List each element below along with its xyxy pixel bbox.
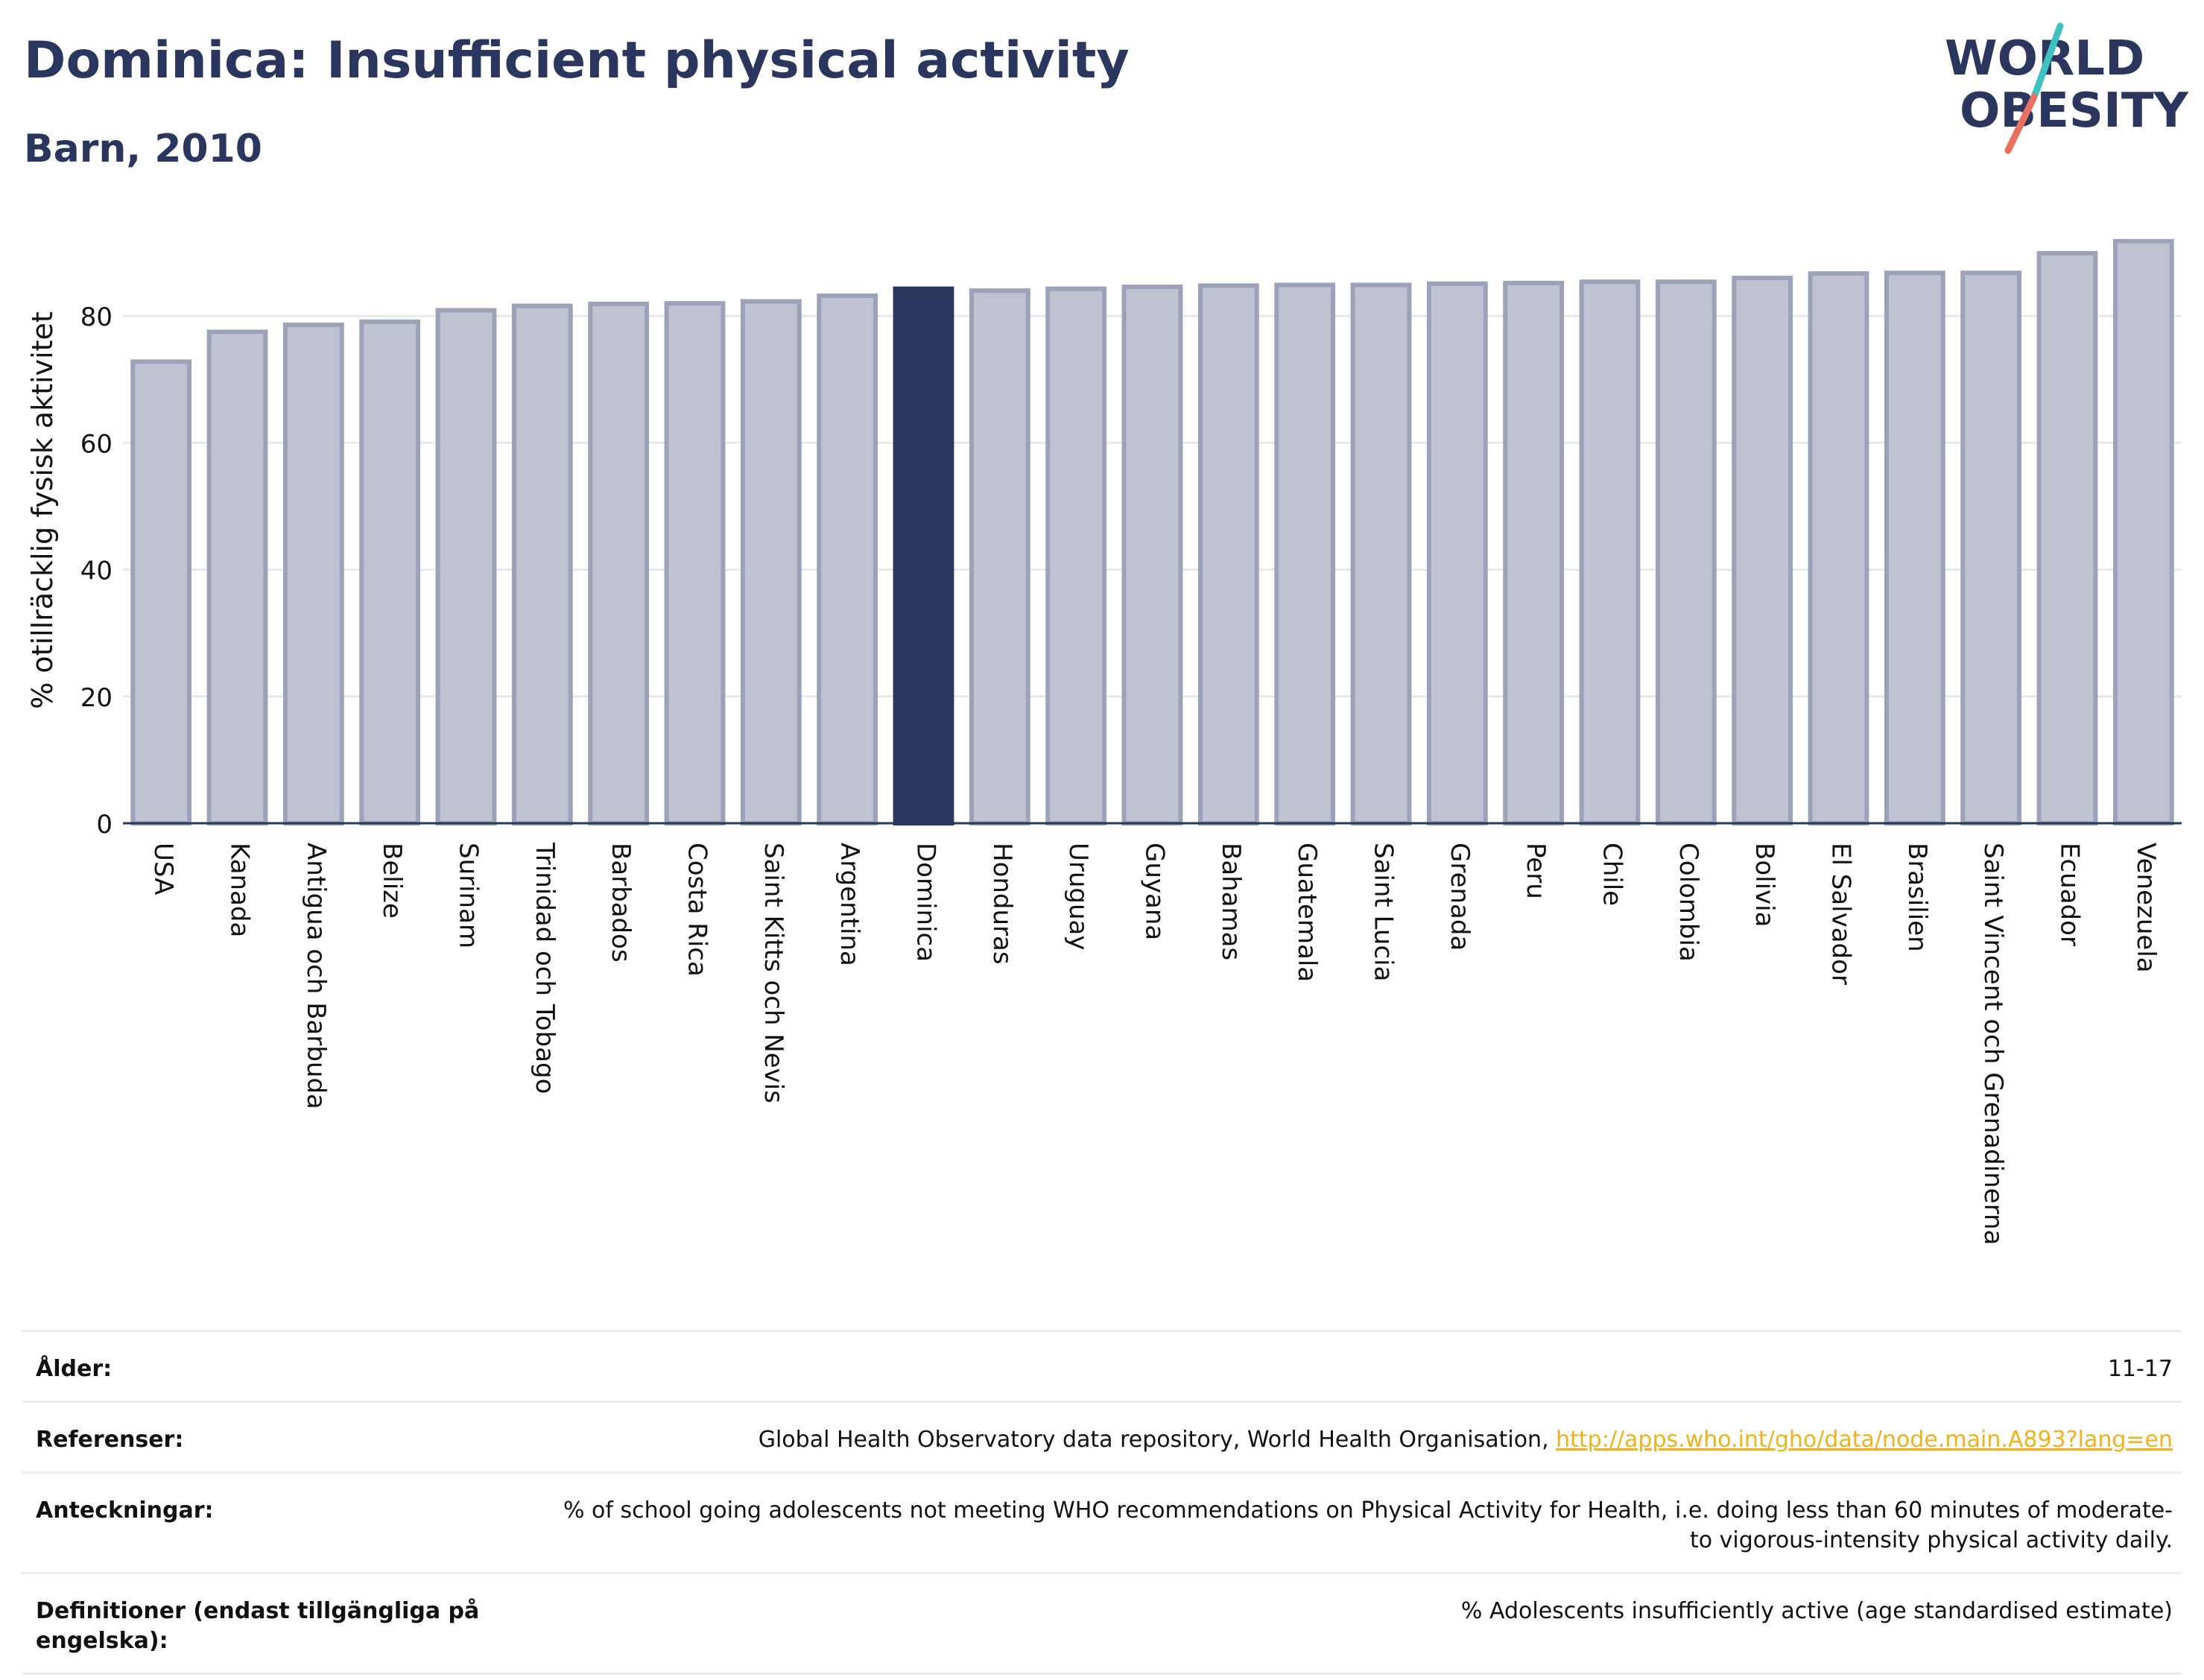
- bar: [2112, 238, 2174, 825]
- bar: [664, 301, 726, 826]
- y-tick-label: 60: [80, 429, 113, 459]
- x-tick-label: Belize: [377, 843, 407, 919]
- x-tick-label: Bahamas: [1216, 843, 1246, 960]
- bar: [1884, 270, 1945, 825]
- x-tick-label: Barbados: [606, 843, 636, 963]
- metadata-table: Ålder: 11-17 Referenser: Global Health Obse…: [22, 1330, 2182, 1675]
- bar: [1274, 282, 1336, 825]
- x-tick-label: Dominica: [911, 843, 941, 962]
- x-tick-label: Surinam: [454, 843, 484, 948]
- bar: [1960, 270, 2022, 825]
- bar: [740, 299, 802, 825]
- bar: [1655, 279, 1717, 826]
- x-tick-label: Costa Rica: [683, 843, 712, 977]
- bar: [435, 308, 497, 826]
- bar: [1579, 279, 1641, 826]
- x-tick-label: Saint Kitts och Nevis: [759, 843, 788, 1103]
- bar: [817, 293, 878, 825]
- x-tick-label: Honduras: [987, 843, 1017, 965]
- bar: [511, 303, 573, 825]
- x-tick-label: Kanada: [225, 843, 255, 937]
- metadata-row: Anteckningar: % of school going adolescen…: [22, 1471, 2182, 1574]
- metadata-value: Global Health Observatory data repositor…: [529, 1401, 2182, 1474]
- metadata-row: Referenser: Global Health Observatory dat…: [22, 1401, 2182, 1474]
- bar: [1350, 282, 1412, 825]
- y-tick-label: 40: [80, 557, 113, 586]
- x-tick-label: Brasilien: [1902, 843, 1932, 952]
- bar: [282, 323, 344, 825]
- bar: [969, 288, 1030, 825]
- x-tick-label: Trinidad och Tobago: [530, 842, 560, 1094]
- chart-subtitle: Barn, 2010: [24, 127, 262, 171]
- x-tick-label: Peru: [1521, 843, 1551, 899]
- x-tick-label: Argentina: [835, 843, 864, 966]
- metadata-value-text: % of school going adolescents not meetin…: [563, 1497, 2173, 1553]
- bar: [1121, 285, 1183, 825]
- metadata-value: % Adolescents insufficiently active (age…: [529, 1572, 2182, 1675]
- metadata-label: Ålder:: [22, 1330, 529, 1403]
- logo-line2: OBESITY: [1960, 83, 2188, 139]
- metadata-row: Definitioner (endast tillgängliga på eng…: [22, 1572, 2182, 1675]
- x-tick-label: Guyana: [1140, 843, 1170, 940]
- bar: [206, 329, 268, 826]
- chart-title: Dominica: Insufficient physical activity: [24, 31, 1130, 90]
- metadata-row: Ålder: 11-17: [22, 1330, 2182, 1403]
- x-tick-label: El Salvador: [1826, 843, 1856, 985]
- x-tick-label: Chile: [1597, 843, 1627, 906]
- world-obesity-logo: WORLD OBESITY: [1945, 22, 2188, 154]
- bars: [130, 238, 2174, 826]
- metadata-value-text: Global Health Observatory data repositor…: [758, 1427, 1557, 1453]
- x-tick-label: Venezuela: [2131, 843, 2161, 973]
- y-tick-label: 0: [96, 810, 113, 840]
- x-tick-label: Ecuador: [2055, 843, 2085, 946]
- x-tick-label: Saint Vincent och Grenadinerna: [1978, 843, 2008, 1245]
- y-tick-label: 80: [80, 302, 113, 332]
- x-tick-label: Bolivia: [1749, 843, 1779, 927]
- x-tick-labels: USA Kanada Antigua och Barbuda Belize Surina…: [148, 842, 2161, 1245]
- x-tick-label: Grenada: [1445, 843, 1475, 951]
- y-tick-labels: 0 20 40 60 80: [80, 302, 113, 840]
- bar: [1503, 280, 1565, 826]
- x-tick-label: USA: [148, 843, 178, 895]
- metadata-value: 11-17: [529, 1330, 2182, 1403]
- bar: [1197, 283, 1259, 826]
- y-tick-label: 20: [80, 683, 113, 713]
- bar: [1808, 271, 1869, 826]
- metadata-label: Definitioner (endast tillgängliga på eng…: [22, 1572, 529, 1675]
- metadata-value-text: 11-17: [2107, 1356, 2173, 1382]
- y-axis-label: % otillräcklig fysisk aktivitet: [26, 311, 59, 709]
- x-tick-label: Colombia: [1673, 843, 1703, 962]
- bar: [1732, 276, 1793, 825]
- x-tick-label: Saint Lucia: [1369, 843, 1399, 981]
- reference-link[interactable]: http://apps.who.int/gho/data/node.main.A…: [1556, 1427, 2173, 1453]
- logo-slash-coral: [2004, 93, 2038, 154]
- bar: [130, 359, 192, 826]
- bar: [588, 301, 650, 825]
- metadata-value-text: % Adolescents insufficiently active (age…: [1460, 1598, 2173, 1624]
- bar-chart: 0 20 40 60 80 USA Kanada Antigua och Barbuda Be…: [26, 238, 2182, 1245]
- x-tick-label: Antigua och Barbuda: [301, 843, 331, 1109]
- logo-slash-teal: [2030, 22, 2064, 101]
- bar-highlight: [893, 286, 954, 825]
- x-tick-label: Guatemala: [1292, 843, 1322, 982]
- metadata-label: Referenser:: [22, 1401, 529, 1474]
- metadata-label: Anteckningar:: [22, 1471, 529, 1574]
- metadata-value: % of school going adolescents not meetin…: [529, 1471, 2182, 1574]
- bar: [359, 319, 421, 825]
- x-tick-label: Uruguay: [1063, 843, 1093, 951]
- bar: [2036, 250, 2098, 826]
- bar: [1426, 281, 1488, 825]
- bar: [1045, 286, 1107, 825]
